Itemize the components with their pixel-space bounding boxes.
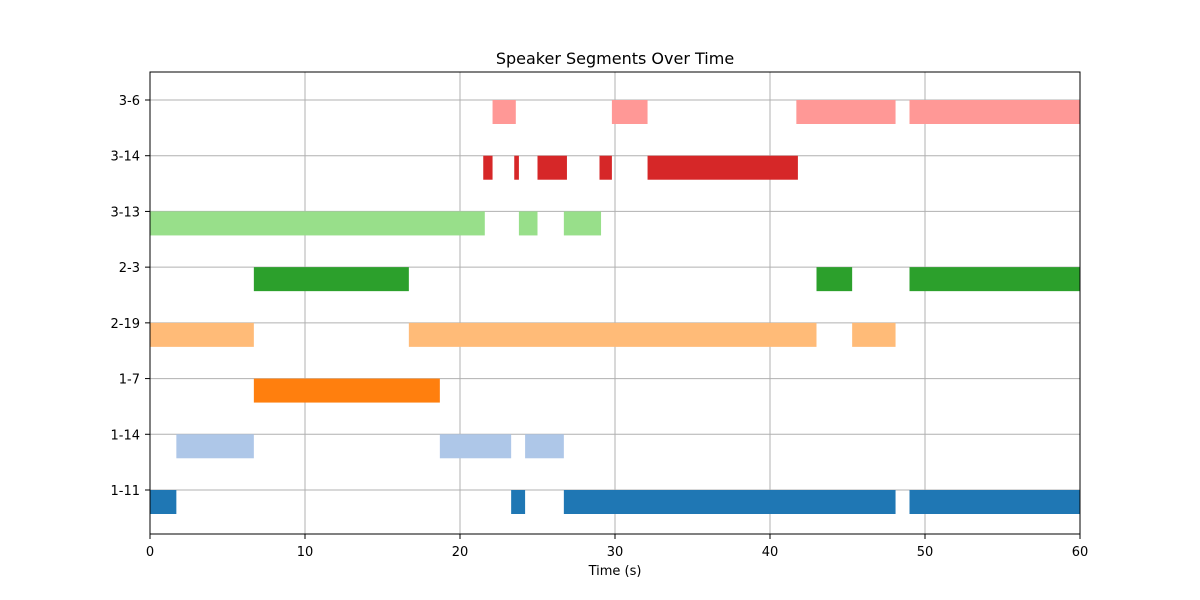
y-tick-label: 1-11 (110, 484, 140, 499)
speaker-segment-bar (599, 155, 612, 180)
y-tick-label: 3-13 (110, 205, 140, 220)
x-axis-label: Time (s) (588, 564, 642, 579)
speaker-segment-bar (511, 490, 526, 514)
speaker-segment-bar (150, 490, 177, 514)
x-tick-label: 30 (607, 545, 624, 560)
speaker-segment-bar (483, 155, 493, 180)
speaker-segment-bar (408, 322, 817, 347)
tick-labels-layer: 0 10 20 30 40 50 60 1-11 1-14 1-7 2-19 2-3 3-13 3-14 3… (110, 94, 1088, 560)
speaker-segment-bar (514, 155, 519, 180)
speaker-segment-bar (563, 490, 896, 514)
x-tick-label: 60 (1072, 545, 1089, 560)
y-tick-label: 3-6 (119, 94, 140, 109)
speaker-segment-bar (537, 155, 567, 180)
speaker-segment-bar (518, 211, 538, 236)
y-tick-label: 3-14 (110, 150, 140, 165)
x-tick-label: 20 (452, 545, 469, 560)
speaker-segment-bar (796, 100, 896, 124)
speaker-segment-bar (525, 434, 564, 459)
grid-layer (149, 72, 1081, 534)
speaker-segment-bar (816, 267, 853, 292)
chart-title: Speaker Segments Over Time (496, 49, 734, 68)
y-tick-label: 2-3 (119, 261, 140, 276)
speaker-segment-bar (492, 100, 516, 124)
x-tick-label: 40 (762, 545, 779, 560)
speaker-segment-bar (253, 267, 409, 292)
y-tick-label: 1-7 (119, 373, 140, 388)
y-tick-label: 2-19 (110, 317, 140, 332)
speaker-segment-bar (611, 100, 648, 124)
speaker-segment-bar (647, 155, 798, 180)
speaker-segment-bar (176, 434, 254, 459)
speaker-segment-bar (563, 211, 602, 236)
speaker-segment-bar (909, 490, 1080, 514)
x-tick-label: 10 (297, 545, 314, 560)
x-tick-label: 50 (917, 545, 934, 560)
speaker-segment-bar (909, 100, 1080, 124)
speaker-segment-bar (439, 434, 512, 459)
plot-frame (149, 71, 1081, 535)
bars-layer (150, 100, 1080, 514)
speaker-segment-bar (852, 322, 896, 347)
speaker-segment-bar (253, 378, 440, 403)
speaker-segment-bar (909, 267, 1080, 292)
speaker-segment-bar (150, 211, 485, 236)
ticks-layer (145, 99, 1081, 539)
x-tick-label: 0 (146, 545, 154, 560)
speaker-segment-bar (150, 322, 254, 347)
y-tick-label: 1-14 (110, 428, 140, 443)
